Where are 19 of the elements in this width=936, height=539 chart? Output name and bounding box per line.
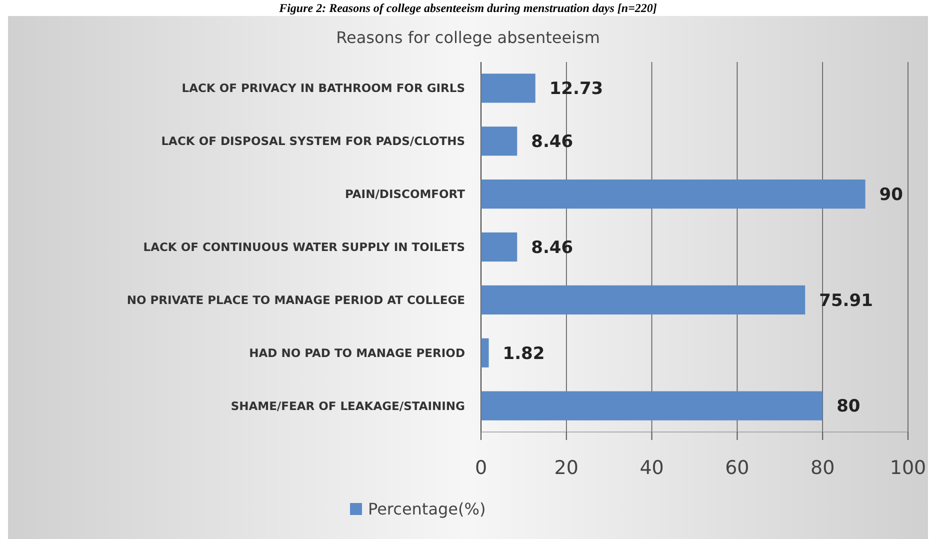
- y-tick-label: PAIN/DISCOMFORT: [345, 187, 466, 202]
- data-label: 1.82: [502, 344, 545, 364]
- y-tick-label: SHAME/FEAR OF LEAKAGE/STAINING: [230, 398, 465, 413]
- y-tick-label: LACK OF CONTINUOUS WATER SUPPLY IN TOILETS: [143, 240, 465, 254]
- x-tick-label: 40: [640, 457, 664, 479]
- chart-title: Reasons for college absenteeism: [336, 28, 600, 47]
- x-tick-label: 0: [474, 457, 488, 479]
- x-tick-label: 60: [725, 457, 750, 479]
- caption: Figure 2: Reasons of college absenteeism during menstruation days [n=220]: [278, 1, 657, 15]
- legend-label: Percentage(%): [368, 500, 486, 519]
- y-tick-label: HAD NO PAD TO MANAGE PERIOD: [249, 346, 465, 360]
- y-tick-label: LACK OF PRIVACY IN BATHROOM FOR GIRLS: [182, 81, 465, 96]
- x-tick-label: 20: [554, 457, 578, 479]
- data-label: 90: [879, 185, 904, 206]
- x-tick-label: 80: [810, 457, 835, 479]
- x-tick-label: 100: [890, 457, 926, 479]
- y-tick-label: LACK OF DISPOSAL SYSTEM FOR PADS/CLOTHS: [161, 134, 465, 148]
- data-label: 80: [836, 396, 860, 417]
- y-tick-label: NO PRIVATE PLACE TO MANAGE PERIOD AT COLLEGE: [126, 292, 466, 307]
